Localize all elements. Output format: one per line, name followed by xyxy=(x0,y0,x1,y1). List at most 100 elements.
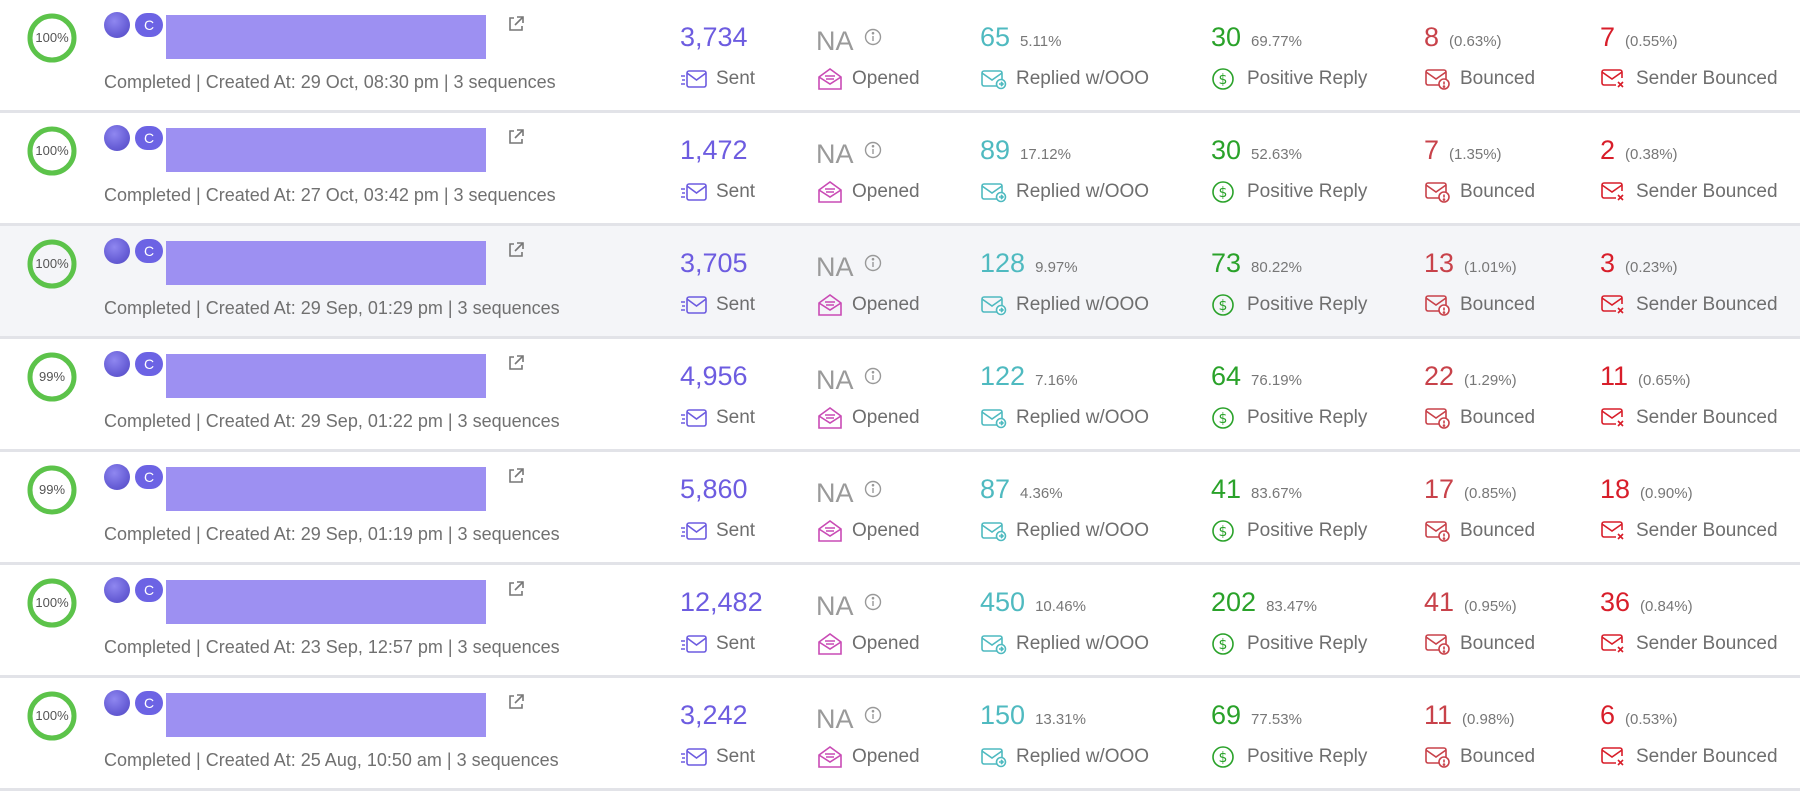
dollar-circle-icon: $ xyxy=(1211,519,1239,543)
progress-percent: 100% xyxy=(35,708,69,723)
sender-bounced-count: 3 xyxy=(1600,248,1616,278)
campaign-avatar xyxy=(104,125,130,151)
bounced-percent: (1.01%) xyxy=(1464,259,1517,276)
sender-bounced-count: 18 xyxy=(1600,474,1631,504)
progress-ring: 99% xyxy=(26,464,78,516)
external-link-icon[interactable] xyxy=(506,692,526,712)
positive-label: Positive Reply xyxy=(1247,68,1368,89)
info-icon[interactable] xyxy=(864,474,882,498)
send-mail-icon xyxy=(680,745,708,769)
campaign-avatar xyxy=(104,464,130,490)
sender-bounced-percent: (0.65%) xyxy=(1638,372,1691,389)
replied-label: Replied w/OOO xyxy=(1016,746,1150,767)
info-icon[interactable] xyxy=(864,22,882,46)
progress-percent: 100% xyxy=(35,256,69,271)
svg-text:$: $ xyxy=(1219,185,1228,201)
sender-bounced-label: Sender Bounced xyxy=(1636,746,1778,767)
external-link-icon[interactable] xyxy=(506,353,526,373)
opened-count: NA xyxy=(816,365,854,395)
positive-percent: 80.22% xyxy=(1251,259,1302,276)
campaign-row[interactable]: 100% C Completed | Created At: 25 Aug, 1… xyxy=(0,678,1800,791)
positive-label: Positive Reply xyxy=(1247,633,1368,654)
campaign-avatar-letter: C xyxy=(135,352,163,376)
positive-percent: 76.19% xyxy=(1251,372,1302,389)
sender-bounce-mail-icon xyxy=(1600,745,1628,769)
info-icon[interactable] xyxy=(864,135,882,159)
bounce-mail-icon xyxy=(1424,632,1452,656)
positive-percent: 52.63% xyxy=(1251,146,1302,163)
opened-label: Opened xyxy=(852,520,920,541)
opened-mail-icon xyxy=(816,519,844,543)
campaign-status-line: Completed | Created At: 23 Sep, 12:57 pm… xyxy=(104,637,560,657)
opened-label: Opened xyxy=(852,633,920,654)
bounce-mail-icon xyxy=(1424,180,1452,204)
external-link-icon[interactable] xyxy=(506,240,526,260)
sender-bounced-label: Sender Bounced xyxy=(1636,633,1778,654)
sender-bounced-count: 7 xyxy=(1600,22,1616,52)
external-link-icon[interactable] xyxy=(506,579,526,599)
progress-ring: 100% xyxy=(26,577,78,629)
sent-label: Sent xyxy=(716,520,756,541)
bounced-percent: (0.85%) xyxy=(1464,485,1517,502)
replied-label: Replied w/OOO xyxy=(1016,294,1150,315)
replied-percent: 10.46% xyxy=(1035,598,1086,615)
external-link-icon[interactable] xyxy=(506,127,526,147)
dollar-circle-icon: $ xyxy=(1211,180,1239,204)
campaign-row[interactable]: 100% C Completed | Created At: 27 Oct, 0… xyxy=(0,113,1800,226)
positive-label: Positive Reply xyxy=(1247,407,1368,428)
sent-label: Sent xyxy=(716,181,756,202)
positive-count: 202 xyxy=(1211,587,1257,617)
campaign-row[interactable]: 100% C Completed | Created At: 29 Oct, 0… xyxy=(0,0,1800,113)
campaign-status-line: Completed | Created At: 29 Sep, 01:22 pm… xyxy=(104,411,560,431)
campaign-status-line: Completed | Created At: 29 Oct, 08:30 pm… xyxy=(104,72,556,92)
sent-count: 3,242 xyxy=(680,700,748,730)
redacted-campaign-name xyxy=(166,241,486,285)
opened-label: Opened xyxy=(852,746,920,767)
sender-bounced-label: Sender Bounced xyxy=(1636,181,1778,202)
external-link-icon[interactable] xyxy=(506,466,526,486)
progress-ring: 99% xyxy=(26,351,78,403)
sender-bounced-label: Sender Bounced xyxy=(1636,68,1778,89)
progress-ring: 100% xyxy=(26,125,78,177)
replied-percent: 4.36% xyxy=(1020,485,1063,502)
replied-count: 87 xyxy=(980,474,1011,504)
campaign-row[interactable]: 100% C Completed | Created At: 29 Sep, 0… xyxy=(0,226,1800,339)
progress-percent: 100% xyxy=(35,595,69,610)
external-link-icon[interactable] xyxy=(506,14,526,34)
bounced-percent: (1.29%) xyxy=(1464,372,1517,389)
opened-mail-icon xyxy=(816,293,844,317)
sender-bounced-percent: (0.55%) xyxy=(1625,33,1678,50)
info-icon[interactable] xyxy=(864,248,882,272)
info-icon[interactable] xyxy=(864,587,882,611)
campaign-row[interactable]: 99% C Completed | Created At: 29 Sep, 01… xyxy=(0,339,1800,452)
progress-ring: 100% xyxy=(26,690,78,742)
progress-ring: 100% xyxy=(26,12,78,64)
info-icon[interactable] xyxy=(864,700,882,724)
bounced-percent: (0.63%) xyxy=(1449,33,1502,50)
sent-label: Sent xyxy=(716,294,756,315)
opened-count: NA xyxy=(816,591,854,621)
sender-bounce-mail-icon xyxy=(1600,519,1628,543)
sender-bounced-label: Sender Bounced xyxy=(1636,407,1778,428)
bounced-label: Bounced xyxy=(1460,181,1536,202)
campaign-avatar-letter: C xyxy=(135,239,163,263)
campaign-row[interactable]: 100% C Completed | Created At: 23 Sep, 1… xyxy=(0,565,1800,678)
campaign-row[interactable]: 99% C Completed | Created At: 29 Sep, 01… xyxy=(0,452,1800,565)
sender-bounced-label: Sender Bounced xyxy=(1636,294,1778,315)
replied-label: Replied w/OOO xyxy=(1016,520,1150,541)
dollar-circle-icon: $ xyxy=(1211,632,1239,656)
bounced-count: 13 xyxy=(1424,248,1455,278)
reply-mail-icon xyxy=(980,745,1008,769)
send-mail-icon xyxy=(680,406,708,430)
opened-label: Opened xyxy=(852,294,920,315)
sender-bounced-count: 6 xyxy=(1600,700,1616,730)
replied-count: 128 xyxy=(980,248,1026,278)
info-icon[interactable] xyxy=(864,361,882,385)
replied-count: 150 xyxy=(980,700,1026,730)
positive-percent: 83.47% xyxy=(1266,598,1317,615)
replied-percent: 13.31% xyxy=(1035,711,1086,728)
bounced-percent: (0.98%) xyxy=(1462,711,1515,728)
redacted-campaign-name xyxy=(166,693,486,737)
opened-count: NA xyxy=(816,704,854,734)
